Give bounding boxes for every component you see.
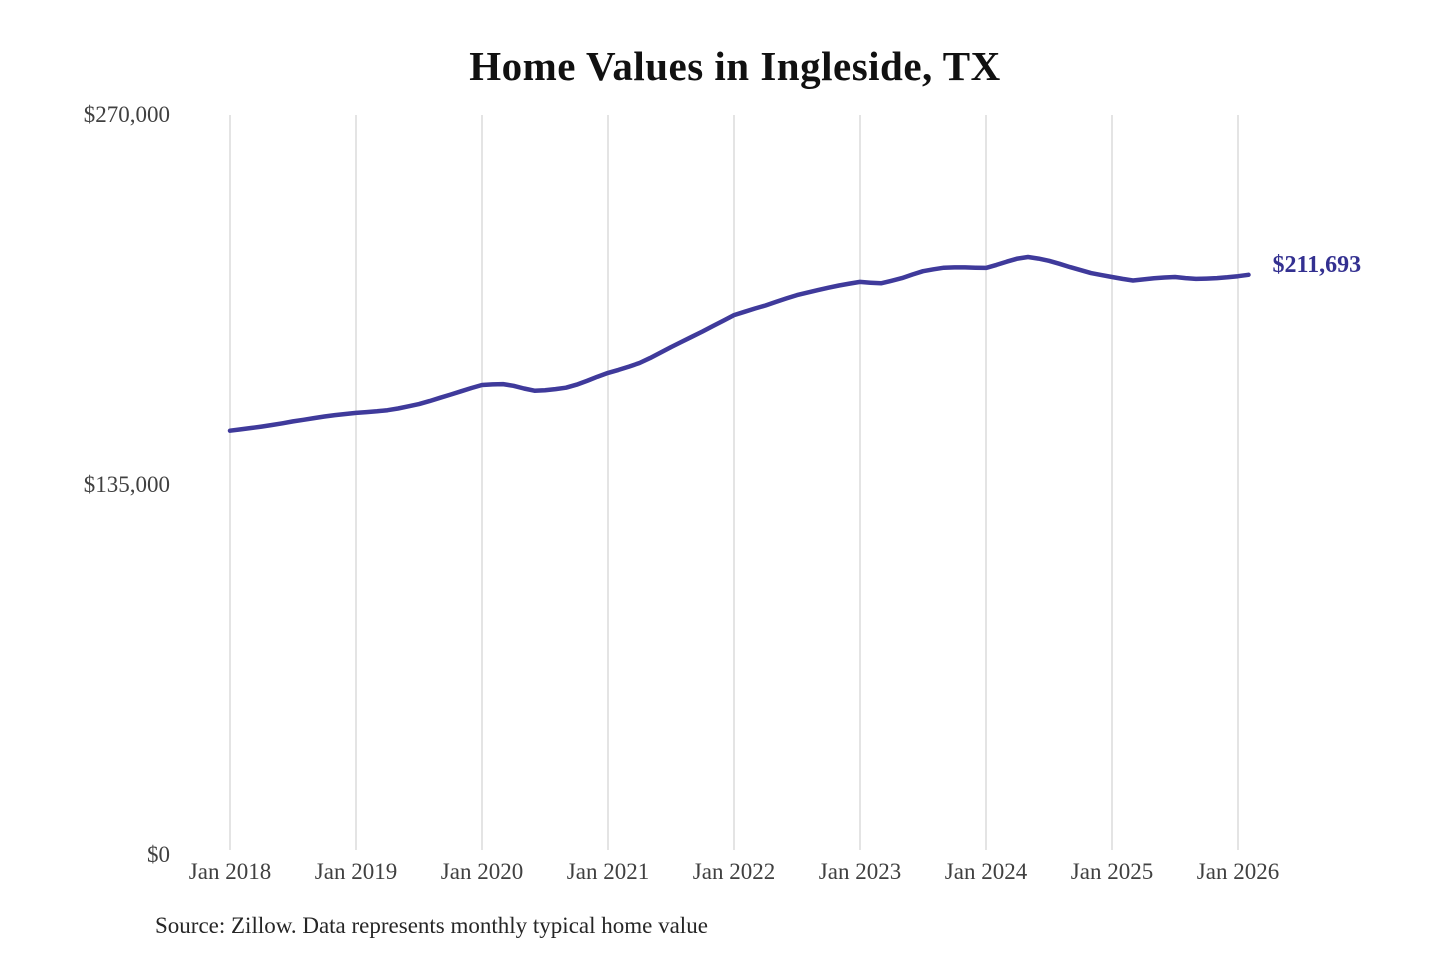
chart-title: Home Values in Ingleside, TX — [469, 43, 1001, 89]
x-tick-label: Jan 2018 — [188, 859, 272, 884]
home-value-line — [227, 254, 1251, 433]
x-tick-label: Jan 2026 — [1196, 859, 1280, 884]
x-tick-label: Jan 2025 — [1070, 859, 1154, 884]
source-note: Source: Zillow. Data represents monthly … — [155, 913, 708, 938]
x-tick-label: Jan 2019 — [314, 859, 398, 884]
x-tick-label: Jan 2022 — [692, 859, 776, 884]
y-tick-label: $0 — [147, 842, 170, 867]
x-tick-label: Jan 2020 — [440, 859, 524, 884]
y-tick-label: $135,000 — [83, 472, 170, 497]
latest-value-label: $211,693 — [1272, 251, 1362, 278]
y-tick-label: $270,000 — [83, 102, 170, 127]
x-tick-label: Jan 2021 — [566, 859, 650, 884]
x-tick-label: Jan 2024 — [944, 859, 1028, 884]
x-tick-label: Jan 2023 — [818, 859, 902, 884]
